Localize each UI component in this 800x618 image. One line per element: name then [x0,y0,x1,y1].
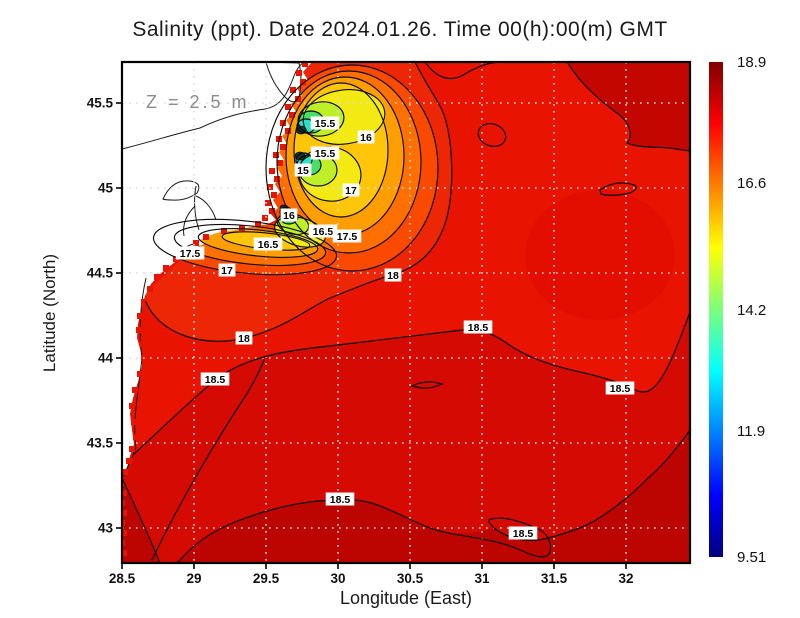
colorbar-tick-label: 11.9 [737,423,765,440]
contour-label-box [384,268,402,282]
contour-label: 17.5 [337,231,358,243]
y-tick-label: 45.5 [87,96,114,111]
contour-label: 15.5 [315,148,336,160]
y-tick-label: 44.5 [87,266,114,281]
contour-label-box [280,208,298,222]
coastline [162,180,200,201]
contour-label-box [357,130,375,144]
coastline [183,205,196,237]
contour-label-box [605,381,635,395]
contour-label: 16 [360,132,372,144]
x-tick-label: 28.5 [109,571,136,586]
contour-label-box [342,183,360,197]
coastline [195,195,217,221]
y-axis-label: Latitude (North) [40,253,59,373]
colorbar-tick-label: 14.2 [737,302,766,319]
contour-label: 18 [387,270,399,282]
contour-label: 18.5 [330,494,351,506]
contour-label-box [200,372,230,386]
colorbar: 18.9 16.6 14.2 11.9 9.51 [709,54,766,566]
x-tick-label: 29 [186,571,201,586]
contour-label-box [218,263,236,277]
x-tick-label: 29.5 [253,571,280,586]
contour-label-box [508,526,538,540]
contour-label-box [463,320,493,334]
y-tick-label: 44 [98,351,114,366]
colorbar-tick-label: 16.6 [737,175,766,192]
x-tick-label: 30.5 [397,571,424,586]
coastline [194,185,200,231]
contour-label: 17.5 [180,248,201,260]
contour-label-box [253,237,283,251]
land-polygon [122,62,312,482]
contour-label: 18.5 [513,528,534,540]
y-tick-label: 43.5 [87,436,114,451]
plot-frame [120,60,692,565]
colorbar-tick-label: 9.51 [737,549,766,566]
contour-label-box [175,246,205,260]
contour-label: 15 [297,165,309,177]
x-tick-label: 31.5 [541,571,568,586]
y-tick-label: 43 [98,521,114,536]
depth-annotation: Z = 2.5 m [146,92,250,112]
x-axis-label: Longitude (East) [339,588,473,608]
contour-label-box [308,224,338,238]
x-tick-label: 32 [618,571,633,586]
colorbar-tick-label: 18.9 [737,54,766,71]
contour-label: 18.5 [468,322,489,334]
y-tick-label: 45 [98,181,114,196]
contour-label: 17 [345,185,357,197]
contour-label-box [310,146,340,160]
x-tick-label: 30 [330,571,345,586]
contour-label-box [325,492,355,506]
x-tick-label: 31 [474,571,490,586]
contour-label-box [332,229,362,243]
contour-label: 18 [238,333,250,345]
contour-label-box [294,163,312,177]
contour-label: 18.5 [205,374,226,386]
contour-label: 15.5 [315,118,336,130]
contour-label: 16 [283,210,295,222]
contour-label: 16.5 [313,226,334,238]
map-layers [122,62,690,563]
axis-ticks-and-labels: 28.5 29 29.5 30 30.5 31 31.5 32 45.5 45 44.5 44 43.5… [87,96,634,587]
contour-label: 16.5 [258,239,279,251]
contour-label-box [235,331,253,345]
contour-label: 17 [221,265,233,277]
contour-label-box [310,116,340,130]
colorbar-gradient [709,62,723,557]
contour-label: 18.5 [610,383,631,395]
chart-title: Salinity (ppt). Date 2024.01.26. Time 00… [132,18,668,41]
